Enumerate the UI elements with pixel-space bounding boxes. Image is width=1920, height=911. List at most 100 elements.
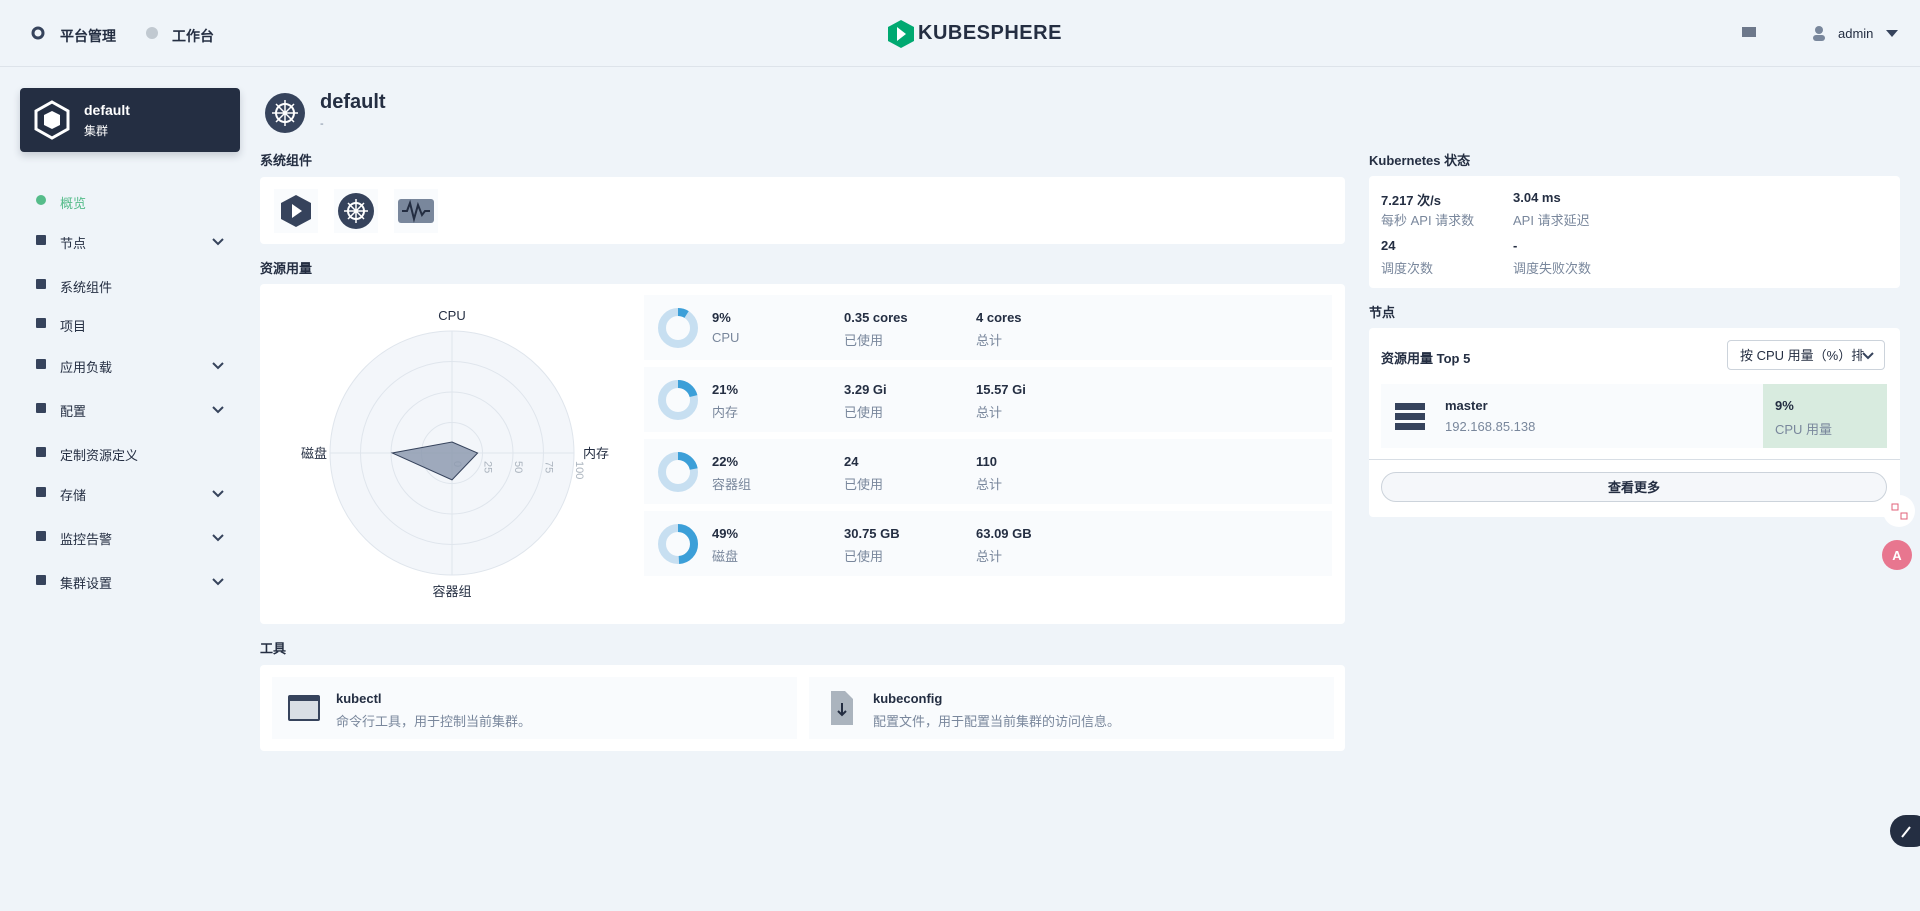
resource-name: 磁盘 [712, 549, 739, 564]
tool-item[interactable]: kubeconfig 配置文件，用于配置当前集群的访问信息。 [809, 677, 1334, 739]
menu-item[interactable]: 系统组件 [30, 273, 230, 297]
menu-item[interactable]: 监控告警 [30, 525, 230, 549]
menu-label: 项目 [60, 319, 87, 334]
menu-icon [36, 403, 46, 413]
menu-icon [36, 575, 46, 585]
menu-icon [36, 318, 46, 328]
radar-category-label: 磁盘 [301, 446, 327, 461]
tool-name: kubectl [336, 691, 382, 706]
menu-item[interactable]: 配置 [30, 397, 230, 421]
icon-shape [36, 487, 46, 497]
donut-track [658, 308, 698, 348]
doc-icon[interactable] [1742, 27, 1758, 39]
translate-button[interactable]: A [1880, 538, 1914, 572]
icon-shape [36, 575, 46, 585]
workbench-icon [146, 27, 158, 39]
menu-item[interactable]: 定制资源定义 [30, 441, 230, 465]
float-button[interactable] [1882, 494, 1916, 528]
node-usage: 9% [1775, 398, 1794, 413]
r-tick-label: 50 [512, 461, 524, 473]
radar-chart: 0255075100CPU内存容器组磁盘 [301, 308, 609, 599]
donut [658, 308, 698, 348]
menu-item[interactable]: 应用负载 [30, 353, 230, 377]
total-label: 总计 [976, 333, 1003, 348]
menu-item[interactable]: 项目 [30, 312, 230, 336]
section-title: 工具 [260, 641, 287, 656]
chevron [212, 490, 224, 498]
cluster-icon [34, 100, 70, 140]
overview-icon [265, 93, 305, 133]
component-icon[interactable] [274, 189, 318, 233]
chevron [212, 238, 224, 246]
sort-button-label: 按 CPU 用量（%）排 [1740, 348, 1865, 363]
cluster-card: default 集群 [20, 88, 240, 152]
node-metric: CPU 用量 [1775, 422, 1833, 437]
chevron-shape [212, 362, 224, 370]
menu-label: 系统组件 [60, 280, 113, 295]
radar-category-label: 容器组 [432, 584, 471, 599]
menu-label: 节点 [60, 236, 87, 251]
more-button[interactable]: 查看更多 [1381, 472, 1887, 502]
total: 15.57 Gi [976, 382, 1026, 397]
section-title: 节点 [1369, 305, 1396, 320]
status-label: 调度次数 [1381, 261, 1434, 276]
menu-icon [36, 359, 46, 369]
menu-label: 配置 [60, 404, 87, 419]
icon-shape [36, 359, 46, 369]
chevron [212, 362, 224, 370]
status-label: 每秒 API 请求数 [1381, 213, 1475, 228]
icon-shape [36, 531, 46, 541]
tool-button[interactable] [1890, 815, 1920, 847]
menu-label: 存储 [60, 488, 87, 503]
donut [658, 380, 698, 420]
tools-card: kubectl 命令行工具，用于控制当前集群。 kubeconfig 配置文件，用于配… [260, 665, 1345, 751]
used-label: 已使用 [844, 333, 884, 348]
overview-header: default - [262, 90, 862, 140]
icon-shape [36, 235, 46, 245]
nodes-subtitle: 资源用量 Top 5 [1381, 351, 1471, 366]
tool-description: 配置文件，用于配置当前集群的访问信息。 [873, 714, 1121, 729]
icon-shape [1395, 413, 1425, 420]
menu-item[interactable]: 节点 [30, 229, 230, 253]
chevron-shape [212, 238, 224, 246]
r-tick-label: 25 [482, 461, 494, 473]
resource-row: 49% 磁盘 30.75 GB 已使用 63.09 GB 总计 [644, 511, 1332, 576]
menu-icon [36, 279, 46, 289]
tool-icon [288, 695, 320, 721]
nav-workbench[interactable]: 工作台 [172, 28, 214, 44]
status-value: 7.217 次/s [1381, 193, 1441, 208]
component-icon[interactable] [394, 189, 438, 233]
percent: 22% [712, 454, 739, 469]
component-icon[interactable] [334, 189, 378, 233]
menu-item[interactable]: 存储 [30, 481, 230, 505]
icon-shape [290, 701, 318, 719]
menu-icon [36, 195, 46, 205]
user-name[interactable]: admin [1838, 26, 1874, 41]
sidebar: default 集群 概览节点系统组件项目应用负载配置定制资源定义 存储监控告警集… [0, 67, 250, 911]
icon-shape [36, 279, 46, 289]
menu-item[interactable]: 集群设置 [30, 569, 230, 593]
tool-description: 命令行工具，用于控制当前集群。 [336, 714, 532, 729]
menu-item[interactable]: 概览 [30, 189, 230, 213]
node-icon [1395, 403, 1425, 430]
tool-item[interactable]: kubectl 命令行工具，用于控制当前集群。 [272, 677, 797, 739]
donut-value [658, 452, 698, 492]
chevron [212, 578, 224, 586]
r-tick-label: 100 [573, 461, 585, 479]
menu-label: 定制资源定义 [60, 448, 139, 463]
menu-icon [36, 235, 46, 245]
tool-icon [831, 691, 853, 725]
svg-text:A: A [1892, 548, 1902, 563]
donut-value [658, 380, 698, 420]
node-ip: 192.168.85.138 [1445, 419, 1536, 434]
node-row[interactable]: master 192.168.85.138 9% CPU 用量 [1381, 384, 1887, 448]
resource-row: 22% 容器组 24 已使用 110 总计 [644, 439, 1332, 504]
cluster-name: default [84, 102, 130, 118]
used: 3.29 Gi [844, 382, 887, 397]
sort-button[interactable]: 按 CPU 用量（%）排 [1727, 340, 1885, 370]
menu-icon [36, 487, 46, 497]
logo-icon [888, 20, 914, 48]
nav-platform[interactable]: 平台管理 [60, 28, 116, 44]
more-button-label: 查看更多 [1607, 480, 1660, 495]
